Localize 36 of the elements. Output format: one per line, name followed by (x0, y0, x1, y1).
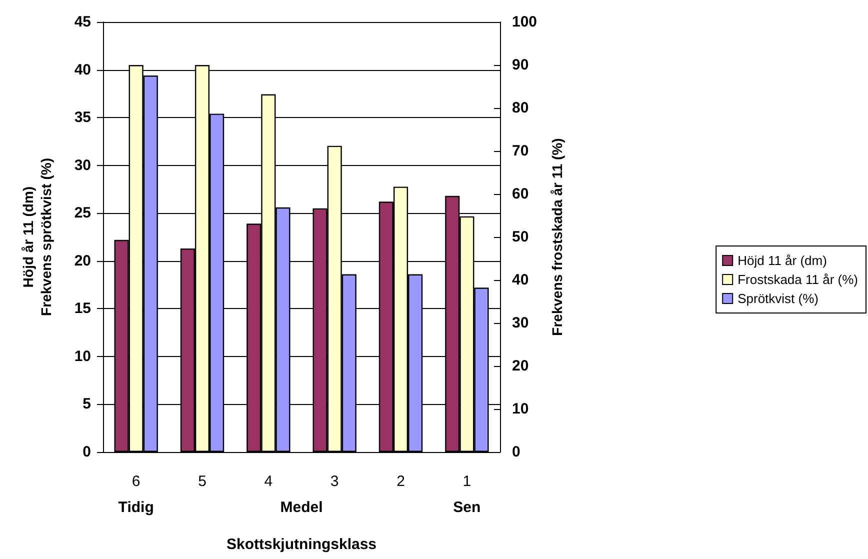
y2-tick-label: 60 (512, 186, 529, 202)
y-tick-label: 40 (74, 61, 91, 78)
y2-tick-label: 30 (512, 314, 529, 332)
legend-label: Frostskada 11 år (%) (738, 272, 858, 287)
x-tick-label: 3 (330, 473, 339, 490)
y-tick-label: 25 (74, 204, 91, 222)
y2-tick-label: 20 (512, 358, 529, 374)
text: Sen (453, 499, 481, 516)
y-tick-label: 0 (82, 444, 91, 460)
x-tick-label: 2 (396, 473, 405, 490)
y2-tick-label: 10 (512, 400, 529, 418)
y2-tick-label: 100 (512, 14, 538, 30)
x-tick-label: 1 (462, 473, 472, 490)
text: Medel (280, 499, 323, 516)
y2-tick-label: 40 (512, 272, 529, 288)
legend-label: Sprötkvist (%) (738, 291, 818, 306)
y2-tick-label: 80 (512, 100, 529, 116)
x-tick-label: 6 (132, 473, 140, 490)
x-axis-title: Skottskjutningsklass (226, 536, 377, 553)
y-tick-label: 45 (74, 14, 91, 30)
x-tick-label: 5 (198, 473, 206, 490)
y2-axis-title: Frekvens frostskada år 11 (%) (549, 138, 565, 336)
y-axis-title: Höjd år 11 (dm) Frekvens sprötkvist (%) (20, 158, 54, 316)
y2-tick-label: 50 (512, 228, 529, 246)
text: Tidig (118, 499, 154, 516)
y-tick-label: 30 (74, 156, 91, 174)
y-tick-label: 10 (74, 348, 91, 365)
legend-label: Höjd 11 år (dm) (738, 253, 827, 268)
y2-tick-label: 70 (512, 142, 529, 160)
y-tick-label: 35 (74, 109, 91, 126)
y-tick-label: 5 (82, 396, 91, 413)
y-tick-label: 20 (74, 252, 91, 270)
y-tick-label: 15 (74, 300, 91, 318)
y2-tick-label: 90 (512, 56, 529, 74)
x-tick-label: 4 (264, 473, 273, 490)
y2-tick-label: 0 (512, 444, 520, 460)
